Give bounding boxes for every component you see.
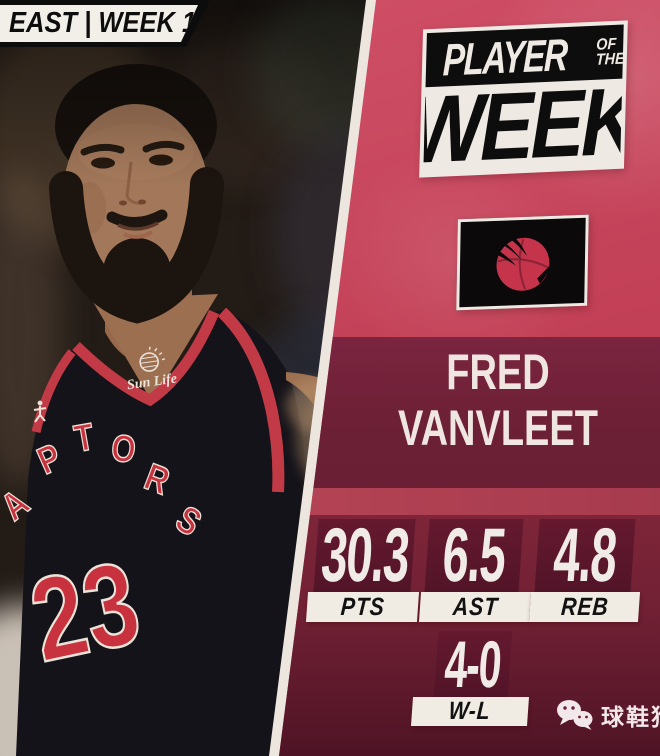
wechat-icon [557, 700, 593, 730]
stat-value-record: 4-0 [442, 627, 504, 701]
player-name: FRED VANVLEET [338, 344, 658, 456]
stat-value-pts: 30.3 [318, 513, 411, 598]
potw-week-row: WEEK [423, 79, 622, 174]
player-name-band: FRED VANVLEET [279, 337, 660, 488]
stat-box-ast: 6.5 [424, 513, 524, 598]
stat-value-ast: 6.5 [440, 513, 508, 598]
watermark: 球鞋狗 [556, 698, 660, 732]
potw-week-text: WEEK [423, 78, 623, 174]
stat-label-ast: AST [451, 592, 499, 621]
player-of-the-week-badge: PLAYER OF THE WEEK [419, 20, 628, 178]
potw-ofthe-text: OF THE [595, 36, 625, 69]
week-badge-text: EAST | WEEK 12 [9, 7, 211, 39]
toronto-raptors-logo-icon [481, 229, 551, 291]
stat-box-reb: 4.8 [534, 513, 636, 598]
potw-player-text: PLAYER [442, 28, 568, 86]
stat-label-bar-pts: PTS [305, 592, 420, 622]
team-logo-box [456, 214, 589, 311]
player-last-name: VANVLEET [398, 400, 598, 456]
week-badge: EAST | WEEK 12 [0, 5, 198, 42]
stat-label-bar-reb: REB [528, 592, 641, 622]
watermark-text: 球鞋狗 [601, 704, 660, 730]
stat-box-pts: 30.3 [313, 513, 416, 598]
stat-label-bar-record: W-L [410, 697, 530, 726]
stat-label-pts: PTS [339, 592, 386, 621]
stat-box-record: 4-0 [433, 627, 513, 701]
stat-label-bar-ast: AST [418, 592, 532, 622]
accent-stripe [279, 488, 660, 515]
player-first-name: FRED [446, 344, 550, 400]
stat-label-reb: REB [559, 592, 610, 621]
stat-label-record: W-L [448, 697, 492, 725]
potw-the: THE [595, 50, 625, 69]
potw-badge-top: PLAYER OF THE [425, 24, 625, 88]
stat-value-reb: 4.8 [551, 513, 619, 598]
